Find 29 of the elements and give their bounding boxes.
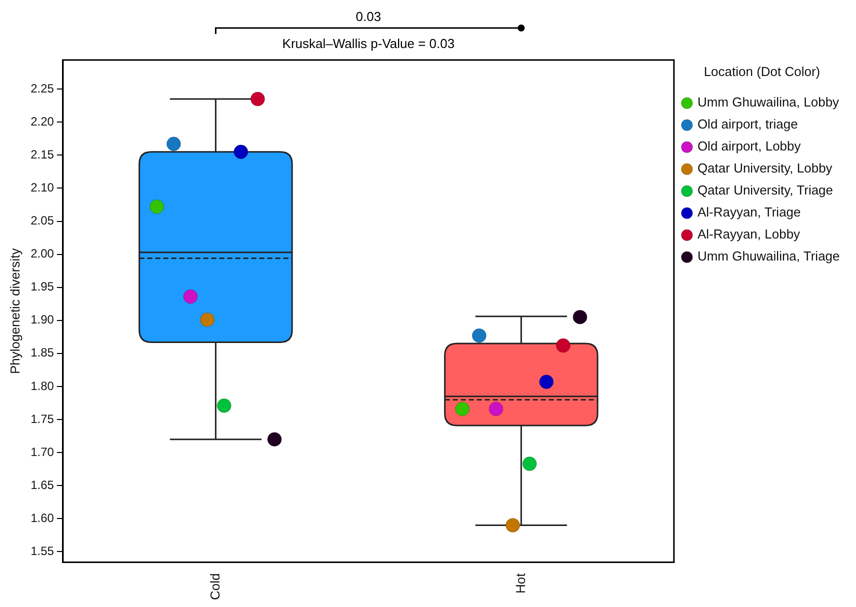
y-tick-label: 1.75 [30,412,54,426]
y-tick-label: 2.20 [30,114,54,128]
legend-label: Old airport, triage [697,116,798,132]
y-tick-label: 1.95 [30,280,54,294]
legend-label: Old airport, Lobby [697,138,802,154]
x-tick-label: Cold [207,573,222,600]
y-tick-label: 2.05 [30,214,54,228]
legend-label: Qatar University, Triage [697,182,834,198]
legend-label: Al-Rayyan, Triage [697,204,801,220]
legend-label: Qatar University, Lobby [697,160,833,176]
y-axis-title: Phylogenetic diversity [7,248,22,374]
y-tick-label: 1.85 [30,346,54,360]
y-tick-label: 1.80 [30,378,54,393]
y-tick-label: 2.10 [30,180,54,195]
legend-label: Al-Rayyan, Lobby [697,226,801,242]
y-tick-label: 1.55 [30,544,54,558]
y-tick-label: 2.00 [30,246,54,261]
y-tick-label: 1.90 [30,312,54,327]
text: Kruskal–Wallis p-Value = 0.03 [282,36,455,52]
x-tick-label: Hot [512,572,528,594]
text: 0.03 [356,9,382,24]
y-tick-label: 2.25 [30,81,54,96]
y-tick-label: 1.60 [30,510,54,525]
y-tick-label: 1.70 [30,444,54,459]
legend-label: Umm Ghuwailina, Triage [697,248,840,264]
legend-title: Location (Dot Color) [704,64,820,80]
y-tick-label: 1.65 [30,478,54,492]
legend-label: Umm Ghuwailina, Lobby [697,94,840,110]
y-tick-label: 2.15 [30,147,54,162]
